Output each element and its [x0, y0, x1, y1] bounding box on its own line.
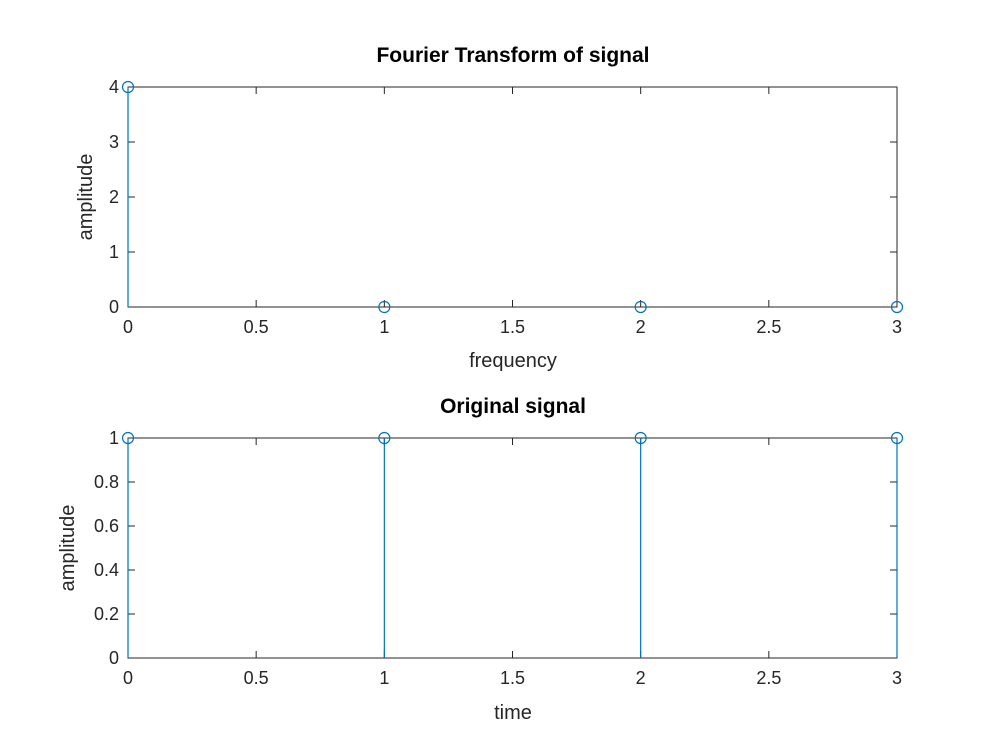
stem-marker: [121, 80, 135, 94]
y-axis-label: amplitude: [57, 505, 79, 592]
y-tick-label: 1: [109, 428, 119, 448]
stem-marker: [890, 431, 904, 445]
x-tick-label: 0.5: [244, 668, 269, 688]
y-tick-label: 0: [109, 297, 119, 317]
y-tick-label: 2: [109, 187, 119, 207]
x-tick-label: 3: [892, 668, 902, 688]
y-tick-label: 0.2: [94, 604, 119, 624]
x-tick-label: 0: [123, 317, 133, 337]
stem-marker: [121, 431, 135, 445]
x-tick-label: 2: [636, 668, 646, 688]
y-tick-label: 0: [109, 648, 119, 668]
x-tick-label: 2.5: [756, 668, 781, 688]
stem-marker: [378, 300, 391, 314]
x-tick-label: 0.5: [244, 317, 269, 337]
x-axis-label: frequency: [469, 350, 557, 372]
y-tick-label: 0.6: [94, 516, 119, 536]
chart-title: Original signal: [440, 395, 586, 418]
stem-marker: [378, 431, 391, 445]
y-tick-label: 0.8: [94, 472, 119, 492]
stem-marker: [634, 431, 647, 445]
chart-title: Fourier Transform of signal: [376, 44, 649, 67]
x-axis-label: time: [494, 702, 532, 724]
x-tick-label: 1: [379, 668, 389, 688]
fourier-transform-plot: Fourier Transform of signal frequency am…: [75, 44, 904, 372]
x-tick-label: 2.5: [756, 317, 781, 337]
y-tick-label: 3: [109, 132, 119, 152]
x-tick-label: 0: [123, 668, 133, 688]
stem-marker: [634, 300, 647, 314]
y-tick-label: 1: [109, 242, 119, 262]
y-axis-label: amplitude: [75, 154, 97, 241]
stem-marker: [890, 300, 904, 314]
x-tick-label: 1: [379, 317, 389, 337]
x-tick-label: 3: [892, 317, 902, 337]
x-tick-label: 1.5: [500, 317, 525, 337]
x-tick-label: 2: [636, 317, 646, 337]
x-tick-label: 1.5: [500, 668, 525, 688]
original-signal-plot: Original signal time amplitude 0 0.5 1 1.5 2…: [57, 395, 904, 724]
y-tick-label: 0.4: [94, 560, 119, 580]
y-tick-label: 4: [109, 77, 119, 97]
